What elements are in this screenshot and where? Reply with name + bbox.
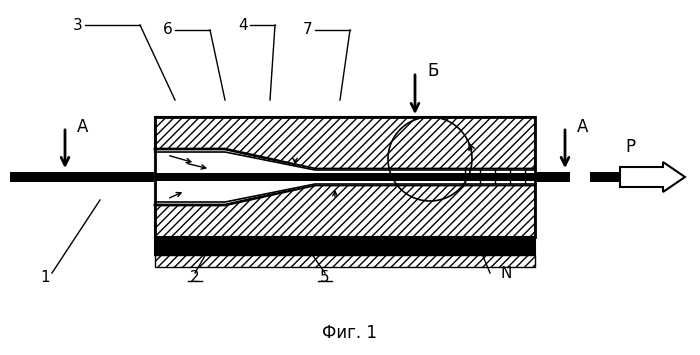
Bar — [535, 172, 570, 182]
Text: N: N — [500, 266, 512, 280]
Bar — [155, 117, 535, 177]
Bar — [155, 117, 535, 237]
Text: Р: Р — [625, 138, 635, 156]
Text: А: А — [577, 118, 589, 136]
Text: 4: 4 — [238, 17, 248, 33]
Bar — [10, 172, 65, 182]
Bar — [10, 172, 155, 182]
Bar — [155, 177, 535, 237]
Bar — [80, 172, 155, 182]
Polygon shape — [155, 152, 535, 202]
FancyArrow shape — [620, 162, 685, 192]
Polygon shape — [155, 149, 535, 205]
Text: 1: 1 — [40, 269, 50, 284]
Text: 2: 2 — [190, 269, 199, 284]
Bar — [155, 237, 535, 255]
Text: 5: 5 — [320, 269, 330, 284]
Bar — [155, 255, 535, 267]
Text: 6: 6 — [163, 22, 173, 38]
Text: 7: 7 — [303, 22, 313, 38]
Bar — [155, 173, 535, 181]
Text: А: А — [77, 118, 88, 136]
Text: 3: 3 — [73, 17, 83, 33]
Text: Фиг. 1: Фиг. 1 — [323, 324, 377, 342]
Text: Б: Б — [427, 62, 438, 80]
Bar — [590, 172, 620, 182]
